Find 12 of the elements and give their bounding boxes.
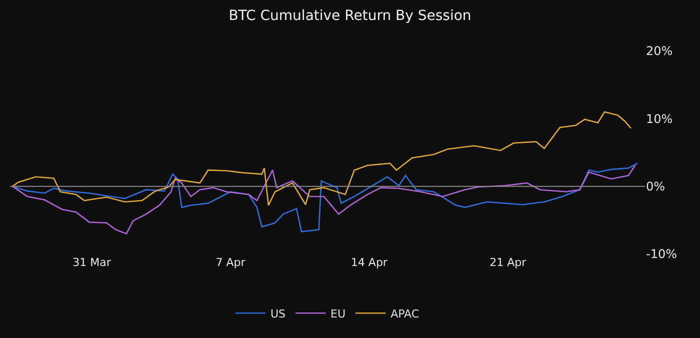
y-tick-label: -10% <box>646 247 678 262</box>
chart-title: BTC Cumulative Return By Session <box>228 8 472 24</box>
x-tick-label: 14 Apr <box>350 256 388 269</box>
x-tick-label: 21 Apr <box>490 256 527 269</box>
y-tick-label: 20% <box>646 44 673 58</box>
x-tick-label: 31 Mar <box>72 256 112 269</box>
legend-label: APAC <box>390 307 420 320</box>
y-tick-label: 10% <box>646 112 673 126</box>
y-tick-label: 0% <box>646 180 666 194</box>
legend-label: US <box>270 307 286 320</box>
x-tick-label: 7 Apr <box>216 256 246 269</box>
legend-label: EU <box>330 307 346 320</box>
